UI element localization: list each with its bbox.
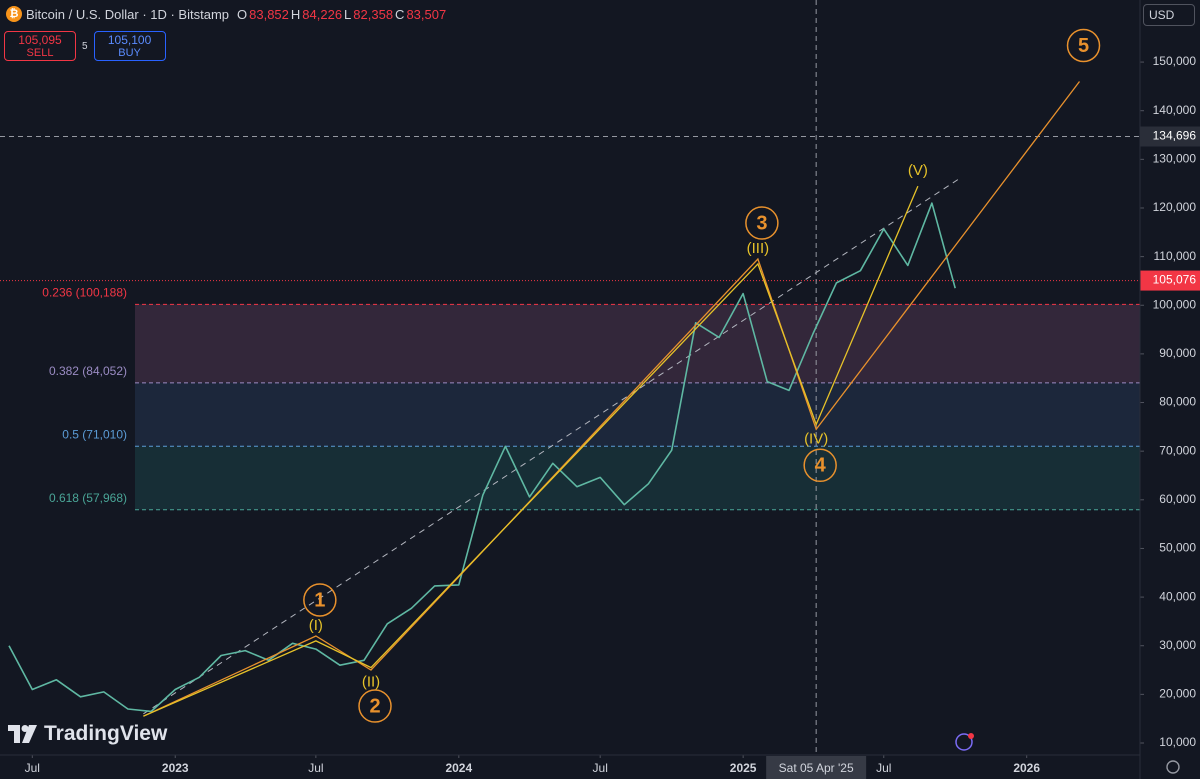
- ohlc-value: 83,507: [406, 6, 447, 22]
- wave-label: (II): [362, 674, 380, 691]
- fib-zone: [135, 446, 1140, 510]
- replay-icon[interactable]: [955, 733, 973, 751]
- ohlc-value: 83,852: [249, 6, 289, 22]
- x-tick-label: Jul: [308, 761, 323, 775]
- crosshair-label: Sat 05 Apr '25: [779, 761, 854, 775]
- y-tick-label: 150,000: [1153, 54, 1197, 68]
- y-tick-label: 90,000: [1159, 346, 1196, 360]
- wave-label: (III): [747, 240, 770, 257]
- x-tick-label: Jul: [25, 761, 40, 775]
- fib-zone: [135, 382, 1140, 447]
- wave-label: 5: [1078, 35, 1089, 57]
- y-tick-label: 100,000: [1153, 297, 1197, 311]
- symbol-title[interactable]: Bitcoin / U.S. Dollar · 1D · Bitstamp: [26, 6, 229, 22]
- y-tick-label: 80,000: [1159, 395, 1196, 409]
- fib-label: 0.5 (71,010): [62, 427, 127, 441]
- wave-label: (V): [908, 162, 928, 179]
- y-tick-label: 140,000: [1153, 103, 1197, 117]
- price-label: 105,076: [1153, 273, 1197, 287]
- wave-label: (I): [309, 617, 323, 634]
- x-tick-label: 2023: [162, 761, 189, 775]
- fib-label: 0.382 (84,052): [49, 364, 127, 378]
- fib-zone: [135, 304, 1140, 383]
- y-tick-label: 110,000: [1154, 249, 1197, 263]
- wave-circle: [803, 448, 837, 483]
- bitcoin-icon: ₿: [6, 6, 22, 22]
- ohlc-key: O: [237, 6, 248, 22]
- trade-buttons: 105,095 SELL 5 105,100 BUY: [4, 31, 166, 61]
- axes: 0.236 (100,188) 0.382 (84,052) 0.5 (71,010…: [25, 54, 1200, 779]
- wave-circle: [358, 689, 392, 723]
- wave-label: 1: [314, 589, 325, 611]
- crosshair-label-box: [766, 756, 867, 779]
- y-tick-label: 60,000: [1159, 492, 1196, 506]
- wave-label: 2: [369, 695, 380, 717]
- wave-line: [143, 185, 919, 717]
- logo-text: TradingView: [44, 722, 168, 745]
- x-tick-label: Jul: [593, 761, 608, 775]
- y-tick-label: 50,000: [1159, 541, 1196, 555]
- price-label-box: [1140, 126, 1200, 147]
- buy-label: BUY: [118, 47, 141, 59]
- notification-dot: [968, 733, 974, 739]
- ohlc-value: 84,226: [302, 6, 343, 22]
- logo: TradingView: [8, 722, 167, 746]
- fib-label: 0.236 (100,188): [42, 286, 127, 300]
- y-tick-label: 70,000: [1159, 443, 1196, 457]
- sell-price: 105,095: [18, 33, 62, 47]
- buy-button[interactable]: 105,100 BUY: [93, 31, 166, 61]
- x-tick-label: Jul: [876, 761, 891, 775]
- ohlc-key: C: [395, 6, 405, 22]
- wave-label: (IV): [804, 430, 828, 447]
- y-tick-label: 20,000: [1159, 687, 1196, 701]
- wave-line: [143, 81, 1081, 717]
- currency-select[interactable]: USD: [1143, 4, 1195, 26]
- logo-icon: [8, 725, 37, 743]
- x-tick-label: 2024: [445, 761, 472, 775]
- y-tick-label: 130,000: [1153, 152, 1197, 166]
- symbol-header: ₿ Bitcoin / U.S. Dollar · 1D · Bitstamp …: [6, 6, 448, 22]
- price-label: 134,696: [1153, 129, 1197, 143]
- y-tick-label: 40,000: [1159, 589, 1196, 603]
- wave-label: 4: [815, 455, 827, 477]
- spread: 5: [82, 40, 88, 52]
- wave-circle: [303, 583, 337, 617]
- fib-label: 0.618 (57,968): [49, 491, 127, 505]
- y-tick-label: 10,000: [1159, 735, 1196, 749]
- plot-area: 1 2 3 4 5 (I) (II) (III) (IV) (V): [0, 0, 1140, 755]
- y-tick-label: 120,000: [1153, 200, 1197, 214]
- settings-icon[interactable]: [1166, 760, 1180, 774]
- ohlc-value: 82,358: [353, 6, 394, 22]
- price-label-box: [1140, 270, 1200, 291]
- sell-button[interactable]: 105,095 SELL: [4, 31, 76, 61]
- x-tick-label: 2025: [730, 761, 757, 775]
- x-tick-label: 2026: [1013, 761, 1040, 775]
- ohlc-key: L: [344, 6, 352, 22]
- wave-label: 3: [756, 212, 767, 234]
- trendline: [143, 178, 960, 715]
- wave-circle: [1066, 28, 1101, 63]
- buy-price: 105,100: [107, 33, 152, 47]
- y-tick-label: 30,000: [1159, 638, 1196, 652]
- wave-circle: [745, 206, 779, 240]
- ohlc-key: H: [290, 6, 301, 22]
- ohlc: O 83,852 H 84,226 L 82,358 C 83,507: [237, 7, 448, 22]
- sell-label: SELL: [26, 47, 54, 59]
